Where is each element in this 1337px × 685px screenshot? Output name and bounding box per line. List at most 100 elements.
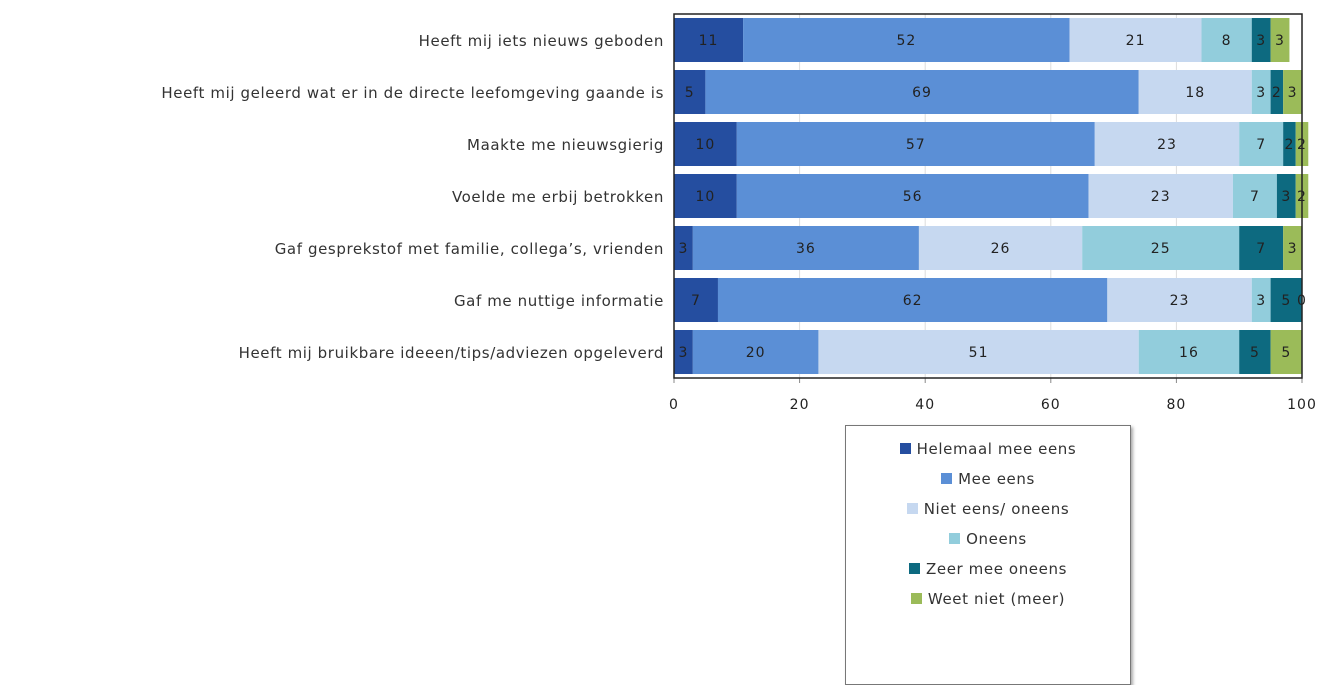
legend-swatch (909, 563, 921, 574)
bar-segment (1283, 226, 1302, 270)
category-label: Heeft mij bruikbare ideeen/tips/adviezen… (238, 343, 664, 362)
data-label: 7 (1250, 189, 1260, 205)
bar-segment (674, 330, 693, 374)
legend: Helemaal mee eens Mee eens Niet eens/ onee… (845, 425, 1131, 685)
legend-label: Niet eens/ oneens (923, 500, 1070, 518)
x-tick-label: 80 (1166, 397, 1186, 413)
data-label: 21 (1126, 33, 1146, 49)
data-label: 3 (1281, 189, 1291, 205)
category-label: Gaf gesprekstof met familie, collega’s, … (274, 239, 664, 258)
data-label: 36 (796, 241, 816, 257)
bar-segment (692, 226, 919, 270)
category-label: Gaf me nuttige informatie (453, 291, 664, 310)
bar-segment (1251, 278, 1271, 322)
category-label: Heeft mij geleerd wat er in de directe l… (161, 83, 664, 102)
legend-label: Helemaal mee eens (916, 440, 1077, 458)
data-label: 3 (678, 345, 688, 361)
bar-segment (674, 122, 737, 166)
category-label: Maakte me nieuwsgierig (467, 135, 664, 154)
bar-segment (674, 278, 718, 322)
bar-segment (1270, 330, 1302, 374)
data-label: 5 (1250, 345, 1260, 361)
legend-item: Mee eens (846, 464, 1130, 494)
bar-segment (692, 330, 819, 374)
data-label: 2 (1284, 137, 1294, 153)
category-label: Heeft mij iets nieuws geboden (418, 31, 664, 50)
legend-item: Oneens (846, 524, 1130, 554)
data-label: 25 (1151, 241, 1171, 257)
data-label: 23 (1170, 293, 1190, 309)
bar-segment (818, 330, 1139, 374)
data-label: 7 (1256, 241, 1266, 257)
x-tick-label: 0 (669, 397, 679, 413)
bar-segment (1069, 18, 1202, 62)
bar-segment (1283, 122, 1296, 166)
data-label: 51 (969, 345, 989, 361)
legend-swatch (899, 443, 911, 454)
data-label: 10 (695, 137, 715, 153)
plot-frame (673, 13, 1303, 379)
bar-segment (736, 174, 1089, 218)
bar-segment (674, 18, 744, 62)
legend-label: Mee eens (958, 470, 1035, 488)
data-label: 20 (746, 345, 766, 361)
legend-item: Weet niet (meer) (846, 584, 1130, 614)
bar-segment (1251, 70, 1271, 114)
bar-segment (1270, 70, 1284, 114)
data-label: 7 (691, 293, 701, 309)
bar-segment (1082, 226, 1240, 270)
data-label: 3 (1288, 241, 1298, 257)
bar-segment (1239, 226, 1284, 270)
legend-swatch (941, 473, 953, 484)
data-label: 23 (1157, 137, 1177, 153)
bar-segment (1270, 278, 1302, 322)
legend-item: Niet eens/ oneens (846, 494, 1130, 524)
bar-segment (1239, 122, 1284, 166)
data-label: 5 (685, 85, 695, 101)
bar-segment (1239, 330, 1271, 374)
x-tick-label: 60 (1041, 397, 1061, 413)
x-tick-label: 20 (790, 397, 810, 413)
bar-segment (717, 278, 1108, 322)
data-label: 5 (1281, 293, 1291, 309)
bar-segment (674, 174, 737, 218)
data-label: 56 (903, 189, 923, 205)
data-label: 26 (991, 241, 1011, 257)
bar-segment (674, 70, 706, 114)
data-label: 3 (1256, 293, 1266, 309)
data-label: 7 (1256, 137, 1266, 153)
data-label: 10 (695, 189, 715, 205)
legend-label: Weet niet (meer) (927, 590, 1066, 608)
bar-segment (1138, 70, 1252, 114)
bar-segment (1138, 330, 1240, 374)
legend-item: Zeer mee oneens (846, 554, 1130, 584)
category-label: Voelde me erbij betrokken (451, 187, 664, 206)
legend-swatch (949, 533, 961, 544)
data-label: 18 (1185, 85, 1205, 101)
bar-segment (1283, 70, 1302, 114)
data-label: 3 (1256, 85, 1266, 101)
data-label: 11 (699, 33, 719, 49)
data-label: 5 (1281, 345, 1291, 361)
data-label: 2 (1272, 85, 1282, 101)
legend-label: Oneens (966, 530, 1027, 548)
data-label: 62 (903, 293, 923, 309)
data-label: 57 (906, 137, 926, 153)
bar-segment (1088, 174, 1233, 218)
data-label: 3 (1275, 33, 1285, 49)
bar-segment (1232, 174, 1277, 218)
bar-segment (918, 226, 1083, 270)
legend-label: Zeer mee oneens (926, 560, 1067, 578)
data-label: 3 (1256, 33, 1266, 49)
data-label: 23 (1151, 189, 1171, 205)
bar-segment (705, 70, 1139, 114)
legend-swatch (906, 503, 918, 514)
bar-segment (1251, 18, 1271, 62)
bar-segment (1270, 18, 1290, 62)
bar-segment (736, 122, 1095, 166)
data-label: 3 (1288, 85, 1298, 101)
bar-segment (1201, 18, 1252, 62)
x-tick-label: 100 (1287, 397, 1317, 413)
